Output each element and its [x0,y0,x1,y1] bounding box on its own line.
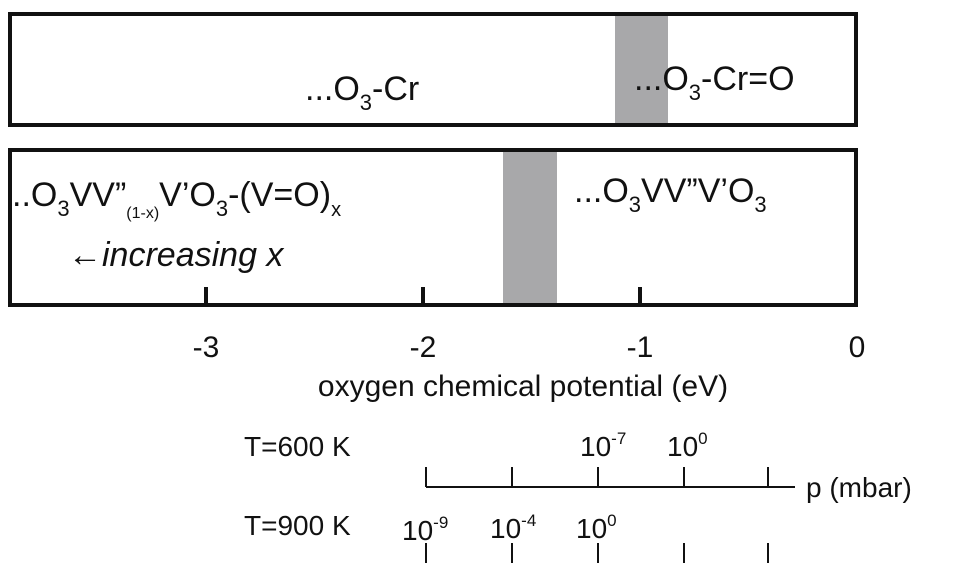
temp-label-600k: T=600 K [244,431,351,462]
pressure-label: 10-9 [402,513,448,546]
cr-panel-frame [8,12,858,127]
v-label-right: ...O3VV”V’O3 [574,172,767,217]
chemical-potential-axis: -3 -2 -1 0 oxygen chemical potential (eV… [193,331,866,403]
cr-transition-band [615,14,668,125]
pressure-scale: T=600 K 10-7 100 p (mbar) T=900 K 10-9 1… [244,429,912,563]
left-arrow-icon: ← [68,236,102,274]
tick-label: 0 [849,331,866,364]
pressure-label: 100 [667,429,708,462]
v-label-left: ..O3VV”(1-x)V’O3-(V=O)x [12,176,341,222]
tick-label: -1 [627,331,654,364]
increasing-x-label: ←increasing x [68,236,284,274]
tick-label: -2 [410,331,437,364]
cr-panel: ...O3-Cr ...O3-Cr=O [8,12,858,127]
v-panel: ..O3VV”(1-x)V’O3-(V=O)x ...O3VV”V’O3 ←in… [8,148,858,307]
pressure-label: 10-7 [580,429,626,462]
cr-label-right: ...O3-Cr=O [634,60,795,105]
cr-label-left: ...O3-Cr [305,70,419,115]
v-panel-frame [8,148,858,307]
pressure-label: 10-4 [490,511,536,544]
v-transition-band [503,150,557,305]
axis-title: oxygen chemical potential (eV) [318,370,728,403]
temp-label-900k: T=900 K [244,510,351,541]
pressure-label: 100 [576,511,617,544]
tick-label: -3 [193,331,220,364]
pressure-unit-label: p (mbar) [806,472,912,503]
